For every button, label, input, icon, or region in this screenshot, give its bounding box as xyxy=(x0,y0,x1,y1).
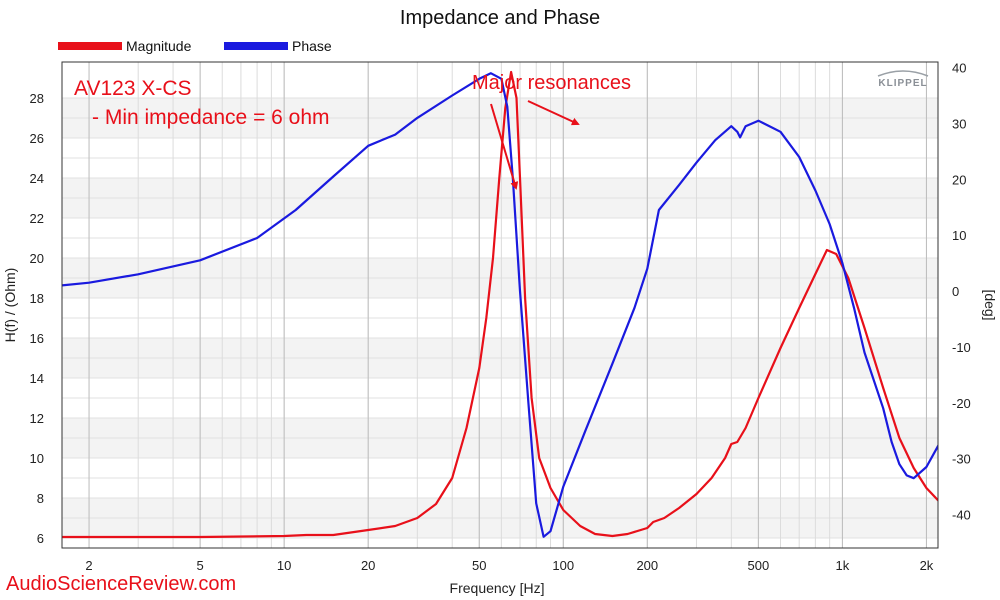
klippel-logo-text: KLIPPEL xyxy=(878,78,927,89)
x-tick-label: 50 xyxy=(472,558,486,573)
data-series xyxy=(62,70,938,539)
x-axis-title: Frequency [Hz] xyxy=(450,580,545,596)
left-tick-label: 14 xyxy=(30,371,44,386)
right-tick-label: 40 xyxy=(952,61,966,76)
left-tick-label: 18 xyxy=(30,291,44,306)
right-tick-label: -30 xyxy=(952,452,971,467)
x-tick-label: 2 xyxy=(85,558,92,573)
x-tick-label: 20 xyxy=(361,558,375,573)
left-tick-label: 28 xyxy=(30,91,44,106)
klippel-logo: KLIPPEL xyxy=(877,70,929,89)
chart-title: Impedance and Phase xyxy=(400,7,600,29)
left-tick-label: 16 xyxy=(30,331,44,346)
left-axis-ticks: 6 8 10 12 14 16 18 20 22 24 26 28 xyxy=(30,91,44,546)
left-tick-label: 26 xyxy=(30,131,44,146)
legend-phase-label: Phase xyxy=(292,38,332,54)
legend: Magnitude Phase xyxy=(58,38,332,54)
x-tick-label: 200 xyxy=(636,558,658,573)
x-axis-ticks: 2 5 10 20 50 100 200 500 1k 2k xyxy=(85,558,933,573)
arrow-resonance-2 xyxy=(527,100,580,126)
right-tick-label: 10 xyxy=(952,228,966,243)
plot-area xyxy=(61,61,939,549)
plot-background xyxy=(62,62,938,548)
legend-phase-swatch xyxy=(224,42,288,50)
annotation-min-impedance: - Min impedance = 6 ohm xyxy=(92,106,330,129)
right-tick-label: -20 xyxy=(952,396,971,411)
right-tick-label: 30 xyxy=(952,116,966,131)
left-tick-label: 20 xyxy=(30,251,44,266)
x-tick-label: 500 xyxy=(748,558,770,573)
right-tick-label: 0 xyxy=(952,284,959,299)
legend-magnitude-label: Magnitude xyxy=(126,38,192,54)
right-axis-title: [deg] xyxy=(982,289,998,320)
magnitude-series-line xyxy=(62,70,938,539)
x-tick-label: 2k xyxy=(920,558,934,573)
legend-magnitude-swatch xyxy=(58,42,122,50)
x-tick-label: 100 xyxy=(552,558,574,573)
left-tick-label: 12 xyxy=(30,411,44,426)
left-tick-label: 8 xyxy=(37,491,44,506)
left-tick-label: 22 xyxy=(30,211,44,226)
right-tick-label: 20 xyxy=(952,172,966,187)
phase-series-line xyxy=(62,72,938,538)
grid-lines xyxy=(62,62,938,548)
x-tick-label: 1k xyxy=(836,558,850,573)
left-axis-title: H(f) / (Ohm) xyxy=(2,268,18,343)
annotation-product-name: AV123 X-CS xyxy=(74,77,192,100)
klippel-logo-arc xyxy=(877,70,929,77)
annotations: AV123 X-CS - Min impedance = 6 ohm Major… xyxy=(74,72,631,190)
right-axis-ticks: -40 -30 -20 -10 0 10 20 30 40 xyxy=(952,61,971,523)
plot-frame xyxy=(61,61,939,549)
right-tick-label: -10 xyxy=(952,340,971,355)
x-tick-label: 10 xyxy=(277,558,291,573)
watermark-text: AudioScienceReview.com xyxy=(6,573,236,595)
right-tick-label: -40 xyxy=(952,507,971,522)
x-tick-label: 5 xyxy=(197,558,204,573)
left-tick-label: 10 xyxy=(30,451,44,466)
arrow-resonance-1 xyxy=(490,103,519,190)
annotation-major-resonances: Major resonances xyxy=(472,72,631,94)
left-tick-label: 6 xyxy=(37,531,44,546)
left-tick-label: 24 xyxy=(30,171,44,186)
